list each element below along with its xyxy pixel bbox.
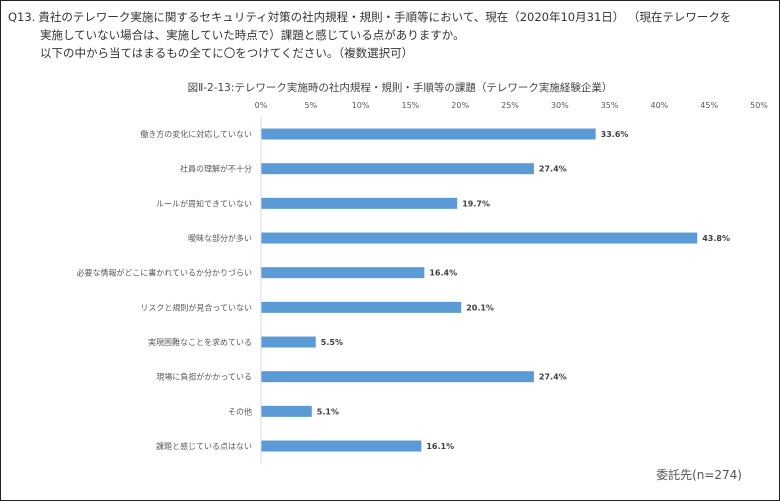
- bar: [261, 440, 422, 452]
- question-line-2: 実施していない場合は、実施していた時点で）課題と感じている点がありますか。: [40, 28, 465, 42]
- category-label: リスクと規則が見合っていない: [140, 302, 252, 312]
- question-text: Q13. 貴社のテレワーク実施に関するセキュリティ対策の社内規程・規則・手順等にお…: [8, 8, 772, 62]
- x-tick-label: 30%: [551, 101, 569, 110]
- category-label: 働き方の変化に対応していない: [140, 129, 252, 139]
- question-number: Q13.: [8, 10, 36, 24]
- category-label: 現場に負担がかかっている: [156, 372, 252, 382]
- bar: [261, 267, 425, 279]
- x-tick-label: 10%: [352, 101, 370, 110]
- question-line-3: 以下の中から当てはまるもの全てに〇をつけてください。（複数選択可）: [40, 46, 414, 60]
- x-tick-label: 45%: [700, 101, 718, 110]
- x-tick-label: 35%: [601, 101, 619, 110]
- bar: [261, 163, 534, 175]
- value-label: 27.4%: [539, 165, 567, 174]
- category-label: その他: [228, 406, 252, 416]
- bar: [261, 371, 534, 383]
- question-line-1-text: 貴社のテレワーク実施に関するセキュリティ対策の社内規程・規則・手順等において、現…: [38, 10, 732, 24]
- value-label: 43.8%: [702, 234, 730, 243]
- x-tick-label: 0%: [255, 101, 268, 110]
- x-tick-label: 15%: [402, 101, 420, 110]
- bar: [261, 128, 596, 140]
- x-tick-label: 50%: [750, 101, 768, 110]
- category-labels: 働き方の変化に対応していない社員の理解が不十分ルールが周知できていない曖昧な部分…: [76, 129, 252, 451]
- sample-size-note: 委託先(n=274): [656, 468, 742, 482]
- x-tick-label: 25%: [501, 101, 519, 110]
- value-label: 27.4%: [539, 373, 567, 382]
- value-label: 5.1%: [317, 407, 339, 416]
- category-label: 実現困難なことを求めている: [148, 337, 252, 347]
- question-line-1: Q13. 貴社のテレワーク実施に関するセキュリティ対策の社内規程・規則・手順等にお…: [8, 8, 772, 26]
- value-labels: 33.6% 27.4% 19.7% 43.8% 16.4% 20.1% 5.5% 27.4% 5…: [317, 130, 730, 451]
- value-label: 16.1%: [426, 442, 454, 451]
- bar: [261, 197, 458, 209]
- category-label: 課題と感じている点はない: [156, 441, 252, 451]
- chart-title: 図Ⅱ-2-13:テレワーク実施時の社内規程・規則・手順等の課題（テレワーク実施経…: [188, 81, 613, 94]
- value-label: 33.6%: [601, 130, 629, 139]
- x-tick-label: 20%: [451, 101, 469, 110]
- bar: [261, 405, 312, 417]
- value-label: 5.5%: [321, 338, 343, 347]
- bars-group: [261, 128, 698, 452]
- x-axis-ticks: 0% 5% 10% 15% 20% 25% 30% 35% 40% 45% 50%: [255, 101, 769, 110]
- value-label: 19.7%: [462, 199, 490, 208]
- category-label: 曖昧な部分が多い: [188, 233, 252, 243]
- value-label: 20.1%: [466, 303, 494, 312]
- value-label: 16.4%: [429, 269, 457, 278]
- category-label: 社員の理解が不十分: [180, 164, 252, 174]
- bar: [261, 336, 316, 348]
- bar: [261, 232, 698, 244]
- category-label: 必要な情報がどこに書かれているか分かりづらい: [76, 268, 252, 278]
- bar: [261, 301, 462, 313]
- x-tick-label: 5%: [304, 101, 317, 110]
- category-label: ルールが周知できていない: [156, 198, 252, 208]
- x-tick-label: 40%: [651, 101, 669, 110]
